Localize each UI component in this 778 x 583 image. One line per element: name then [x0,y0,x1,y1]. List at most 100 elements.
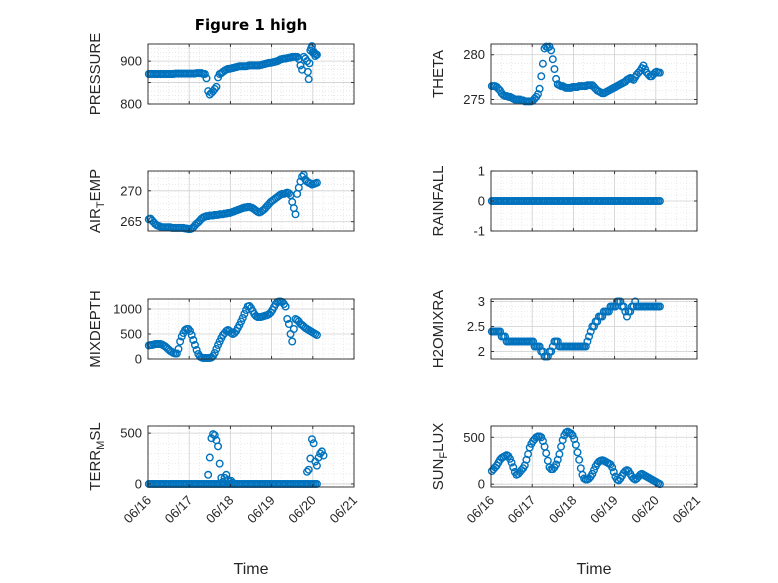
data-point [184,325,193,334]
x-tick-label: 06/19 [244,493,278,527]
data-point [538,59,547,68]
tick-marks [147,44,355,105]
x-tick-label: 06/16 [464,493,498,527]
data-point [319,451,328,460]
data-point [573,448,582,457]
axes-box [147,43,355,105]
data-point [176,337,185,346]
data-point [190,341,199,350]
y-tick-label: 1000 [113,302,142,317]
data-point [590,466,599,475]
data-point [509,463,518,472]
data-point [655,68,664,77]
tick-marks [147,171,355,231]
data-point [317,447,326,456]
data-point [566,429,575,438]
y-tick-label: 500 [463,430,485,445]
data-point [222,470,231,479]
axes-box [490,43,698,105]
x-axis-label-left: Time [234,561,269,578]
y-tick-label: 900 [120,54,142,69]
data-point [309,439,318,448]
x-tick-label: 06/21 [670,493,704,527]
data-point [212,345,221,354]
data-point [289,325,298,334]
data-point [202,74,211,83]
data-point [200,69,209,78]
subplot-h2omixra: 2 2.5 3 H2OMIXRA [430,290,698,368]
data-point [555,450,564,459]
y-tick-label: 0 [478,477,485,492]
data-point [281,302,290,311]
data-point [575,455,584,464]
data-point [581,342,590,351]
y-axis-label: AIRTEMP [87,169,107,233]
y-tick-label: 1 [478,164,485,179]
x-tick-label: 06/21 [327,493,361,527]
subplot-pressure: 800 900 PRESSURE [87,33,355,115]
data-point [214,442,223,451]
x-tick-label: 06/17 [162,493,196,527]
data-points [487,297,664,361]
data-point [547,46,556,55]
data-point [174,345,183,354]
data-point [535,84,544,93]
tick-marks [147,426,355,487]
data-point [210,84,219,93]
data-point [204,470,213,479]
x-tick-label: 06/16 [121,493,155,527]
data-point [238,314,247,323]
data-point [655,196,664,205]
y-axis-label: RAINFALL [430,166,447,237]
data-point [525,443,534,452]
data-point [305,59,314,68]
figure-title: Figure 1 high [195,16,308,34]
data-point [304,75,313,84]
subplot-grid: 800 900 PRESSURE 275 280 THETA 265 270 AIRTEMP -1… [87,33,703,526]
data-point [312,461,321,470]
y-axis-label: TERRMSL [87,422,107,490]
data-point [172,349,181,358]
data-points [487,196,664,205]
data-point [505,454,514,463]
y-tick-label: 0 [478,194,485,209]
x-axis-label-right: Time [577,561,612,578]
data-point [537,72,546,81]
data-point [291,210,300,219]
tick-marks [147,299,355,360]
y-tick-label: 500 [120,327,142,342]
subplot-theta: 275 280 THETA [430,42,698,107]
data-points [487,427,664,489]
data-point [552,74,561,83]
data-point [568,431,577,440]
x-tick-label: 06/18 [203,493,237,527]
minor-grid [147,426,355,487]
axes-box [490,425,698,488]
tick-marks [490,426,698,487]
data-point [542,449,551,458]
data-point [212,82,221,91]
y-tick-label: 2.5 [467,319,485,334]
axes-box [147,298,355,360]
data-point [314,453,323,462]
tick-marks [490,299,698,359]
data-point [284,189,293,198]
data-point [655,480,664,489]
data-point [547,347,556,356]
data-points [487,42,664,106]
data-point [303,67,312,76]
data-point [608,463,617,472]
y-tick-label: 800 [120,97,142,112]
y-tick-label: 270 [120,183,142,198]
data-point [533,90,542,99]
data-point [307,435,316,444]
data-point [571,440,580,449]
data-point [304,465,313,474]
data-point [312,178,321,187]
axes-box [147,170,355,232]
data-points [144,297,321,363]
data-point [187,331,196,340]
data-point [619,302,628,311]
y-axis-label: THETA [430,50,447,98]
